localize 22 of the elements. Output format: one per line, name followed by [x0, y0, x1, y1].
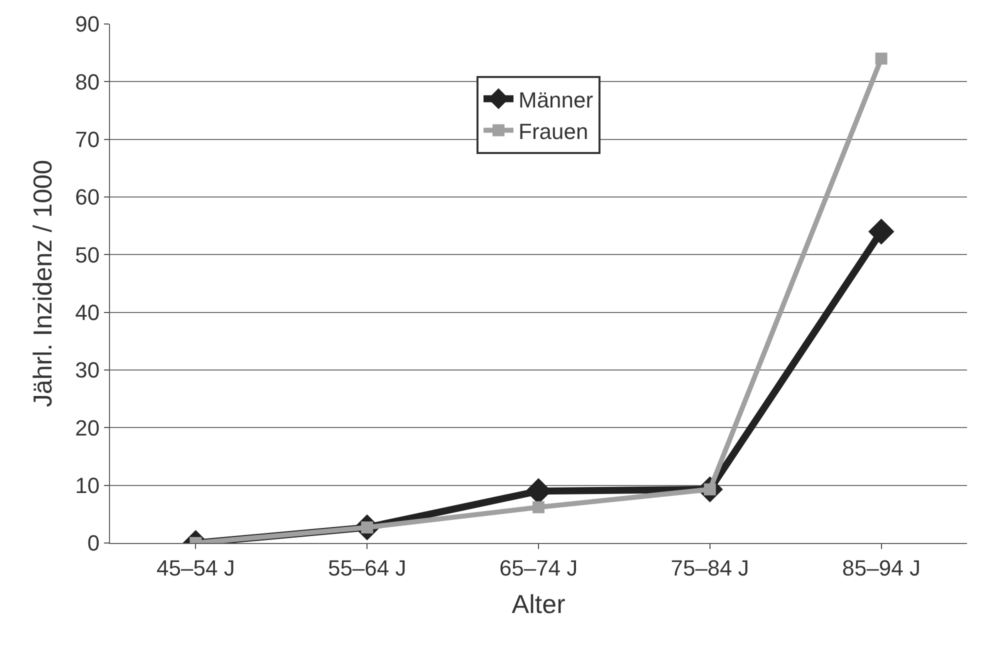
y-tick-label: 40: [75, 300, 100, 326]
legend-label: Frauen: [518, 118, 588, 144]
y-tick-label: 90: [75, 12, 100, 37]
y-tick-label: 80: [75, 69, 100, 94]
y-tick-label: 70: [75, 127, 100, 152]
legend-label: Männer: [518, 87, 594, 112]
point: [868, 218, 894, 245]
point: [532, 501, 544, 514]
x-tick-label: 65–74 J: [499, 555, 578, 580]
y-tick-label: 20: [75, 415, 100, 440]
y-axis-title: Jährl. Inzidenz / 1000: [28, 160, 58, 408]
x-tick-label: 75–84 J: [670, 555, 750, 580]
x-tick-label: 45–54 J: [156, 555, 235, 580]
y-tick-label: 30: [75, 358, 100, 383]
x-axis-title: Alter: [512, 589, 566, 620]
x-tick-label: 85–94 J: [842, 555, 920, 580]
y-tick-label: 50: [75, 242, 100, 268]
y-tick-label: 10: [75, 473, 100, 498]
x-tick-label: 55–64 J: [328, 555, 406, 580]
point: [875, 52, 888, 65]
y-tick-label: 60: [75, 184, 100, 210]
y-tick-label: 0: [87, 530, 100, 556]
